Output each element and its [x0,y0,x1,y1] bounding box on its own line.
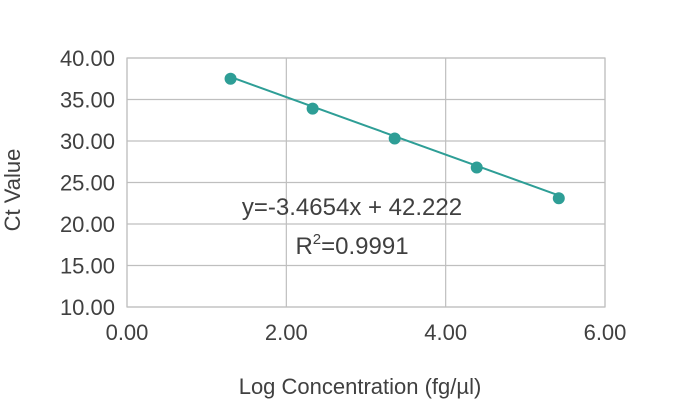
r-squared-value: =0.9991 [321,233,408,260]
y-tick-label: 30.00 [60,129,115,154]
y-tick-label: 35.00 [60,88,115,113]
y-tick-label: 25.00 [60,171,115,196]
x-tick-label: 2.00 [265,320,308,345]
data-point [552,192,565,205]
y-tick-label: 20.00 [60,212,115,237]
x-tick-label: 4.00 [424,320,467,345]
y-tick-label: 10.00 [60,295,115,320]
regression-equation: y=-3.4654x + 42.222 [242,194,462,221]
data-point [470,161,483,174]
y-axis-title: Ct Value [0,149,25,232]
y-tick-label: 15.00 [60,254,115,279]
r-squared-prefix: R [295,233,312,260]
x-tick-label: 6.00 [584,320,627,345]
x-axis-title: Log Concentration (fg/µl) [239,374,482,399]
r-squared-superscript: 2 [313,231,321,248]
y-tick-label: 40.00 [60,46,115,71]
tick-labels-layer: 10.00 15.00 20.00 25.00 30.00 35.00 40.00 0.00 2… [60,46,626,345]
x-tick-label: 0.00 [106,320,149,345]
plot-frame [126,57,606,308]
data-points-layer [224,72,565,205]
grid-layer [126,57,606,308]
data-point [306,102,319,115]
r-squared-label: R2=0.9991 [295,231,408,260]
data-point [224,72,237,85]
data-point [388,132,401,145]
